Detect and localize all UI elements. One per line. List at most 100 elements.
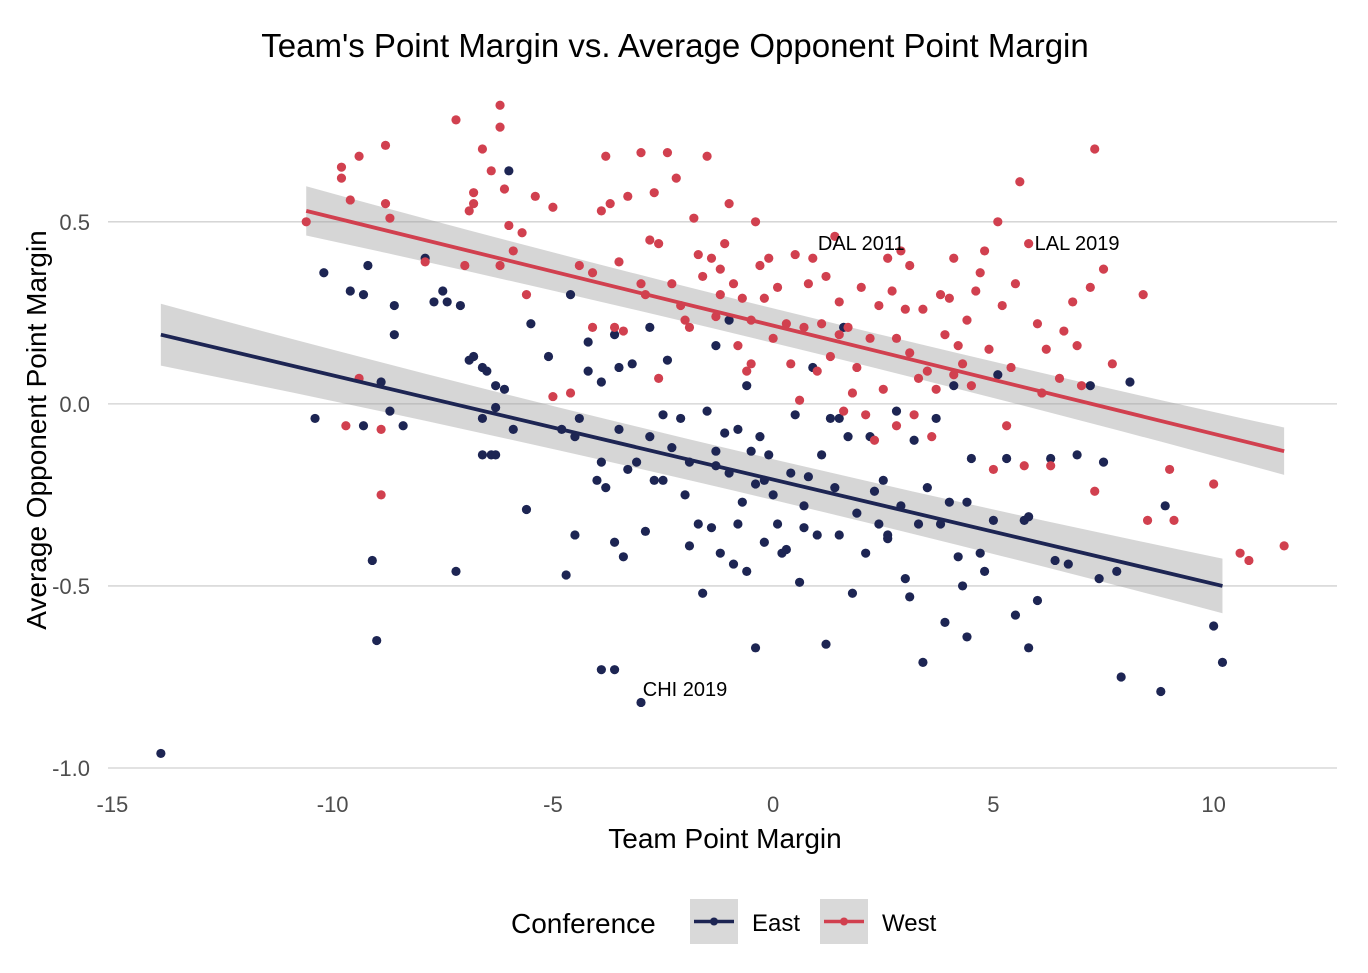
data-point-west <box>905 260 915 271</box>
data-point-east <box>632 457 642 467</box>
data-point-east <box>658 475 668 485</box>
data-point-west <box>1107 359 1117 369</box>
data-point-east <box>1032 595 1043 606</box>
data-point-west <box>1235 548 1245 558</box>
data-point-west <box>517 228 527 238</box>
data-point-east <box>491 402 501 413</box>
data-point-east <box>482 366 492 376</box>
data-point-west <box>909 410 919 420</box>
data-point-west <box>565 388 576 398</box>
data-point-east <box>477 450 488 460</box>
data-point-east <box>156 748 166 759</box>
data-point-west <box>1072 341 1082 351</box>
data-point-west <box>477 144 488 154</box>
data-point-west <box>821 271 831 282</box>
data-point-east <box>742 566 752 576</box>
data-point-west <box>900 304 910 314</box>
data-point-west <box>750 217 761 227</box>
data-point-east <box>491 450 501 460</box>
data-point-east <box>1024 643 1034 653</box>
data-point-west <box>742 366 752 376</box>
data-point-west <box>1279 541 1289 551</box>
data-point-east <box>724 315 734 325</box>
y-tick-label: -1.0 <box>52 756 90 781</box>
data-point-east <box>464 355 474 365</box>
data-point-east <box>1112 566 1122 576</box>
data-point-west <box>499 184 510 194</box>
data-point-east <box>345 286 355 296</box>
data-point-west <box>609 322 620 333</box>
data-point-west <box>737 293 747 303</box>
data-point-west <box>1076 381 1087 391</box>
data-point-east <box>1125 377 1135 387</box>
data-point-west <box>671 173 681 183</box>
data-point-east <box>1156 686 1166 697</box>
data-point-east <box>900 574 910 584</box>
data-point-west <box>971 286 981 296</box>
data-point-west <box>1068 297 1078 307</box>
data-point-east <box>891 406 902 416</box>
data-point-west <box>922 366 932 376</box>
data-point-west <box>1006 362 1016 373</box>
data-point-east <box>574 413 584 424</box>
data-point-east <box>583 337 593 347</box>
data-point-west <box>1138 290 1148 300</box>
data-point-west <box>667 279 677 289</box>
data-point-west <box>715 264 725 274</box>
data-point-west <box>596 206 606 216</box>
data-point-west <box>636 148 646 158</box>
data-point-east <box>623 464 633 475</box>
data-point-west <box>1046 461 1056 471</box>
data-point-east <box>477 413 488 424</box>
data-point-east <box>565 290 576 300</box>
legend-item-east: East <box>690 899 800 944</box>
data-point-east <box>759 537 769 547</box>
data-point-west <box>645 235 655 245</box>
data-point-east <box>706 523 717 533</box>
data-point-east <box>764 450 774 460</box>
data-point-east <box>649 475 659 485</box>
data-point-east <box>702 406 712 416</box>
data-point-east <box>680 490 690 500</box>
data-point-east <box>693 519 703 529</box>
data-point-west <box>733 341 743 351</box>
data-point-east <box>319 268 329 278</box>
data-point-west <box>966 381 976 391</box>
data-point-west <box>451 115 461 125</box>
data-point-east <box>750 643 761 653</box>
data-point-west <box>495 122 505 132</box>
data-point-west <box>654 373 664 383</box>
data-point-east <box>491 381 501 391</box>
data-point-west <box>962 315 972 325</box>
x-axis-ticks: -15 -10 -5 0 5 10 <box>97 792 1226 817</box>
data-point-west <box>574 260 584 271</box>
data-point-east <box>645 322 655 333</box>
data-point-east <box>768 490 778 500</box>
y-tick-label: 0.5 <box>59 210 90 235</box>
data-point-east <box>1094 574 1104 584</box>
data-point-west <box>654 239 664 249</box>
data-point-west <box>376 424 386 434</box>
data-point-east <box>614 362 624 373</box>
data-points <box>156 100 1289 759</box>
data-point-east <box>698 588 708 598</box>
trend-lines <box>160 209 1285 588</box>
data-point-east <box>455 300 466 311</box>
data-point-west <box>587 322 598 333</box>
data-point-east <box>750 479 761 489</box>
data-point-west <box>786 359 796 369</box>
data-point-west <box>808 253 818 263</box>
data-point-west <box>680 315 690 325</box>
gridlines <box>108 221 1337 769</box>
data-point-west <box>949 253 959 263</box>
data-point-west <box>883 253 893 263</box>
data-point-west <box>495 100 505 110</box>
data-point-west <box>728 279 739 289</box>
data-point-east <box>618 552 628 562</box>
data-point-west <box>843 322 853 333</box>
data-point-west <box>1019 461 1029 471</box>
data-point-east <box>385 406 395 416</box>
data-point-east <box>596 457 606 467</box>
y-axis-label: Average Opponent Point Margin <box>21 230 52 630</box>
